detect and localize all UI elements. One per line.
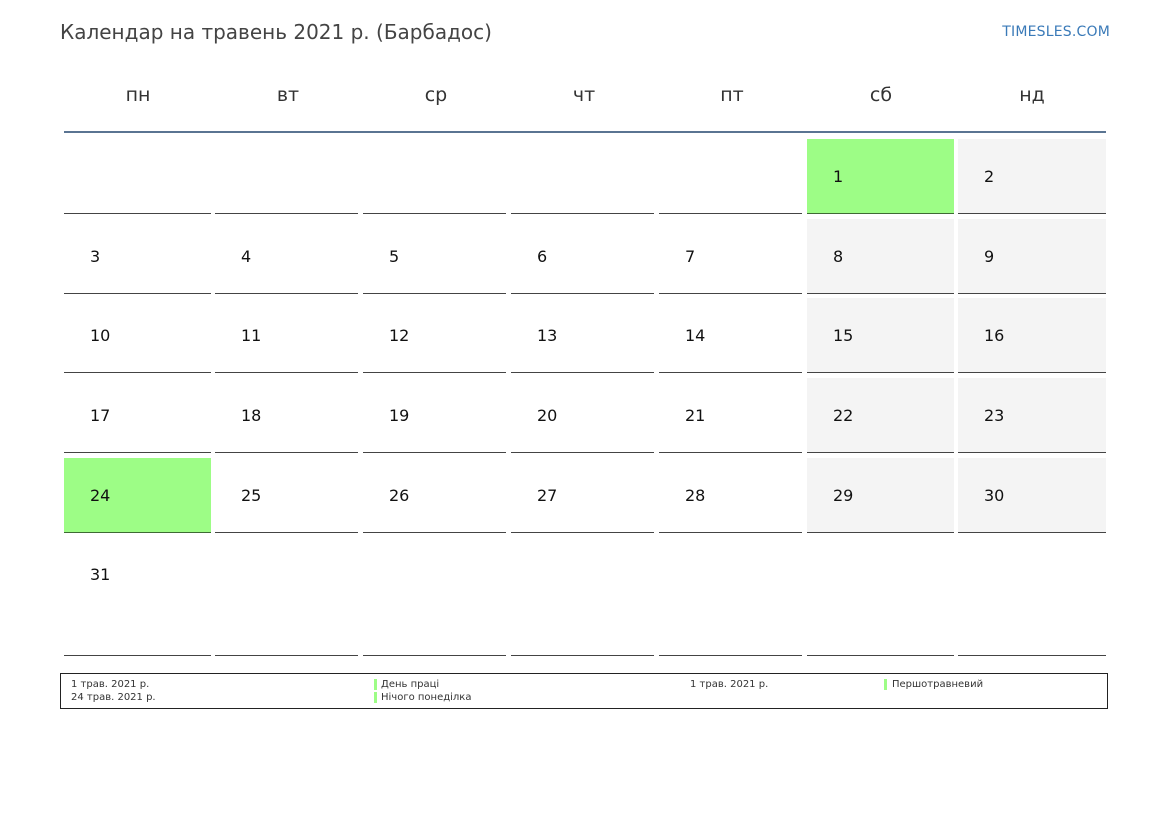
day-number: 3 (90, 247, 101, 266)
empty-day-cell (511, 139, 654, 214)
day-cell: 7 (659, 219, 802, 294)
day-number: 30 (984, 486, 1005, 505)
legend-holiday-name: День праці (381, 679, 440, 690)
day-cell: 12 (363, 298, 506, 373)
day-cell: 23 (958, 378, 1106, 453)
day-cell: 16 (958, 298, 1106, 373)
day-cell: 9 (958, 219, 1106, 294)
empty-day-cell (807, 537, 954, 656)
day-number: 28 (685, 486, 706, 505)
day-number: 7 (685, 247, 696, 266)
day-number: 2 (984, 167, 995, 186)
legend-date: 1 трав. 2021 р. (690, 679, 769, 690)
day-cell: 6 (511, 219, 654, 294)
day-cell: 26 (363, 458, 506, 533)
weekday-tue: вт (276, 84, 300, 106)
empty-day-cell (215, 139, 358, 214)
legend-date: 24 трав. 2021 р. (71, 692, 156, 703)
weekday-header: пн вт ср чт пт сб нд (64, 84, 1106, 132)
weekday-mon: пн (125, 84, 151, 106)
day-cell: 14 (659, 298, 802, 373)
weekday-thu: чт (572, 84, 596, 106)
day-cell: 21 (659, 378, 802, 453)
legend-color-marker (884, 679, 887, 690)
day-number: 4 (241, 247, 252, 266)
weekday-sat: сб (869, 84, 893, 106)
day-cell: 17 (64, 378, 211, 453)
day-number: 15 (833, 326, 854, 345)
day-number: 1 (833, 167, 844, 186)
day-number: 12 (389, 326, 410, 345)
day-number: 24 (90, 486, 111, 505)
weekday-fri: пт (720, 84, 744, 106)
day-number: 17 (90, 406, 111, 425)
day-number: 16 (984, 326, 1005, 345)
empty-day-cell (659, 139, 802, 214)
day-cell: 10 (64, 298, 211, 373)
day-cell: 20 (511, 378, 654, 453)
day-cell: 22 (807, 378, 954, 453)
day-number: 11 (241, 326, 262, 345)
day-number: 10 (90, 326, 111, 345)
empty-day-cell (958, 537, 1106, 656)
day-number: 6 (537, 247, 548, 266)
day-number: 5 (389, 247, 400, 266)
day-cell: 25 (215, 458, 358, 533)
day-cell: 27 (511, 458, 654, 533)
day-cell: 19 (363, 378, 506, 453)
day-cell: 8 (807, 219, 954, 294)
legend-color-marker (374, 692, 377, 703)
day-cell: 24 (64, 458, 211, 533)
legend-color-marker (374, 679, 377, 690)
day-number: 21 (685, 406, 706, 425)
day-number: 9 (984, 247, 995, 266)
day-cell: 18 (215, 378, 358, 453)
brand-link[interactable]: TIMESLES.COM (1002, 24, 1110, 40)
day-number: 25 (241, 486, 262, 505)
legend-holiday-name: Першотравневий (892, 679, 984, 690)
legend-date: 1 трав. 2021 р. (71, 679, 150, 690)
day-number: 23 (984, 406, 1005, 425)
day-cell: 13 (511, 298, 654, 373)
weekday-sun: нд (1019, 84, 1045, 106)
day-number: 22 (833, 406, 854, 425)
day-cell: 3 (64, 219, 211, 294)
day-number: 26 (389, 486, 410, 505)
day-number: 18 (241, 406, 262, 425)
day-number: 20 (537, 406, 558, 425)
empty-day-cell (215, 537, 358, 656)
day-number: 14 (685, 326, 706, 345)
empty-day-cell (659, 537, 802, 656)
day-number: 19 (389, 406, 410, 425)
holiday-legend: 1 трав. 2021 р. 24 трав. 2021 р. День пр… (60, 673, 1108, 709)
day-number: 31 (90, 565, 111, 584)
empty-day-cell (64, 139, 211, 214)
day-cell: 2 (958, 139, 1106, 214)
day-cell: 31 (64, 537, 211, 656)
day-cell: 29 (807, 458, 954, 533)
header-divider (64, 131, 1106, 133)
day-number: 13 (537, 326, 558, 345)
day-cell: 15 (807, 298, 954, 373)
empty-day-cell (511, 537, 654, 656)
empty-day-cell (363, 139, 506, 214)
day-cell: 30 (958, 458, 1106, 533)
page-title: Календар на травень 2021 р. (Барбадос) (60, 20, 492, 44)
day-cell: 4 (215, 219, 358, 294)
weekday-wed: ср (424, 84, 448, 106)
day-cell: 1 (807, 139, 954, 214)
day-cell: 28 (659, 458, 802, 533)
legend-holiday-name: Нічого понеділка (381, 692, 472, 703)
day-number: 29 (833, 486, 854, 505)
day-cell: 11 (215, 298, 358, 373)
empty-day-cell (363, 537, 506, 656)
day-cell: 5 (363, 219, 506, 294)
day-number: 27 (537, 486, 558, 505)
day-number: 8 (833, 247, 844, 266)
